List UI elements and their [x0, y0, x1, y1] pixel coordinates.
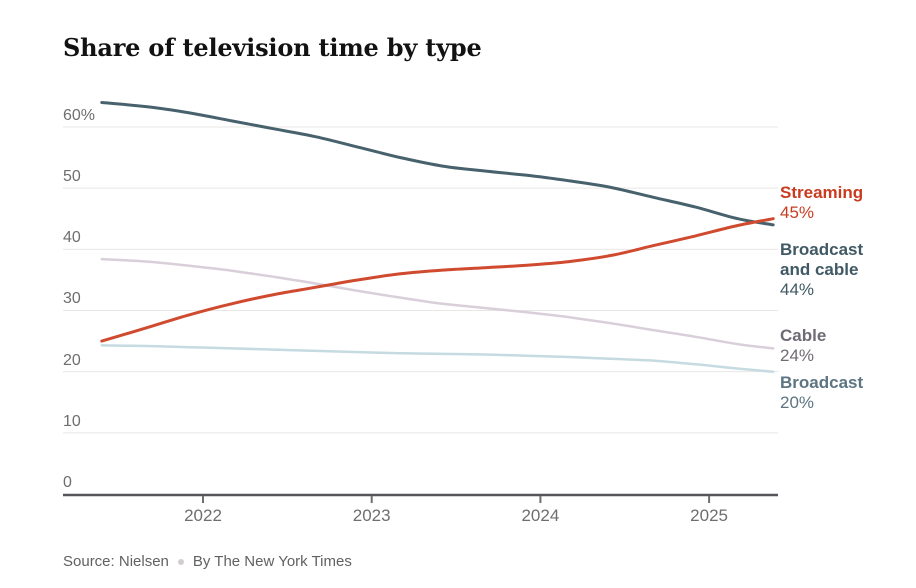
y-tick-label: 10 [63, 412, 81, 430]
x-tick-label: 2023 [352, 506, 391, 525]
x-tick-label: 2024 [521, 506, 560, 525]
broadcast-line [100, 344, 775, 373]
series-name: Cable [780, 326, 827, 345]
series-value: 24% [780, 346, 815, 365]
y-tick-label: 50 [63, 168, 81, 186]
series-label-broadcast-and-cable: Broadcast and cable 44% [780, 240, 898, 300]
line-chart [63, 101, 778, 503]
y-tick-label: 20 [63, 351, 81, 369]
x-tick-label: 2022 [184, 506, 222, 525]
streaming-line [100, 217, 775, 343]
cable-line [100, 257, 775, 350]
x-tick-label: 2025 [690, 506, 728, 525]
chart-footer: Source: Nielsen By The New York Times [63, 553, 352, 570]
series-label-streaming: Streaming 45% [780, 183, 898, 223]
chart-title: Share of television time by type [63, 33, 482, 62]
y-tick-label: 0 [63, 474, 72, 491]
series-name: Streaming [780, 183, 864, 202]
y-tick-label: 60% [63, 106, 96, 124]
plot-area: 60% 50 40 30 20 10 0 2022 2023 2024 2025 [63, 101, 778, 525]
y-tick-label: 30 [63, 290, 81, 308]
series-name: Broadcast [780, 373, 864, 392]
series-name: Broadcast and cable [780, 240, 864, 279]
series-value: 44% [780, 280, 815, 299]
series-label-cable: Cable 24% [780, 326, 898, 366]
byline: By The New York Times [192, 553, 352, 570]
separator-dot-icon [177, 558, 184, 565]
series-value: 20% [780, 393, 815, 412]
series-value: 45% [780, 203, 815, 222]
broadcast-and-cable-line [100, 101, 775, 227]
source-credit: Source: Nielsen [63, 553, 169, 570]
y-tick-label: 40 [63, 229, 81, 247]
series-label-broadcast: Broadcast 20% [780, 373, 898, 413]
